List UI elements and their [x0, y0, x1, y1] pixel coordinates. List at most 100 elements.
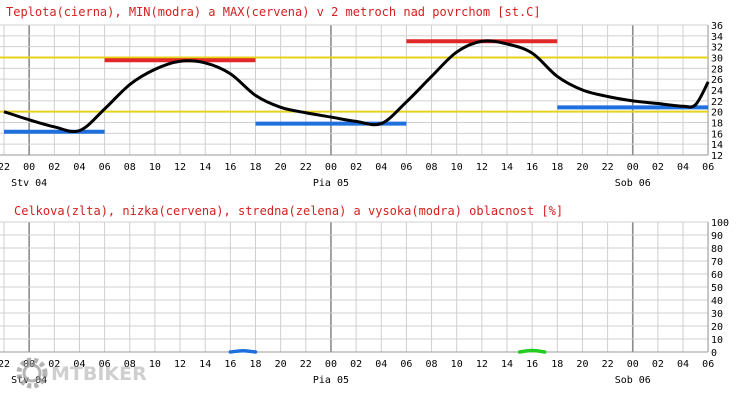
- x-tick-label: 08: [426, 359, 438, 370]
- x-tick-label: 08: [124, 359, 136, 370]
- x-tick-label: 22: [0, 359, 10, 370]
- temperature-chart-title: Teplota(cierna), MIN(modra) a MAX(cerven…: [6, 5, 541, 19]
- x-tick-label: 06: [400, 162, 412, 173]
- y-tick-label: 18: [711, 119, 723, 130]
- x-tick-label: 22: [602, 162, 614, 173]
- x-tick-label: 10: [149, 162, 161, 173]
- y-tick-label: 0: [711, 348, 717, 359]
- gear-icon: [16, 357, 48, 389]
- y-tick-label: 10: [711, 335, 723, 346]
- x-tick-label: 22: [300, 162, 312, 173]
- cloudiness-chart-title: Celkova(zlta), nizka(cervena), stredna(z…: [14, 204, 563, 218]
- y-tick-label: 70: [711, 257, 723, 268]
- x-tick-label: 18: [249, 162, 261, 173]
- x-tick-label: 14: [501, 162, 513, 173]
- x-tick-label: 14: [501, 359, 513, 370]
- day-label: Sob 06: [615, 178, 651, 189]
- y-tick-label: 80: [711, 244, 723, 255]
- temperature-grid: [0, 24, 709, 156]
- y-tick-label: 60: [711, 270, 723, 281]
- x-tick-label: 16: [224, 359, 236, 370]
- y-tick-label: 22: [711, 97, 723, 108]
- cloudiness-y-axis: 0 10 20 30 40 50 60 70 80 90 100: [711, 218, 729, 359]
- cloudiness-line-layer: [228, 348, 547, 354]
- x-tick-label: 22: [602, 359, 614, 370]
- y-tick-label: 100: [711, 218, 729, 229]
- temperature-chart: Teplota(cierna), MIN(modra) a MAX(cerven…: [0, 5, 723, 189]
- x-tick-label: 12: [476, 162, 488, 173]
- x-tick-label: 00: [325, 359, 337, 370]
- x-tick-label: 02: [652, 359, 664, 370]
- watermark-text: MTBIKER: [51, 363, 147, 385]
- watermark: MTBIKER: [16, 357, 147, 389]
- y-tick-label: 24: [711, 86, 723, 97]
- y-tick-label: 20: [711, 322, 723, 333]
- x-tick-label: 02: [350, 359, 362, 370]
- x-tick-label: 08: [426, 162, 438, 173]
- x-tick-label: 18: [551, 162, 563, 173]
- x-tick-label: 22: [300, 359, 312, 370]
- x-tick-label: 04: [677, 162, 689, 173]
- temperature-line-layer: [3, 39, 710, 134]
- x-tick-label: 10: [451, 359, 463, 370]
- x-tick-label: 14: [199, 359, 211, 370]
- x-tick-label: 06: [702, 359, 714, 370]
- x-tick-label: 16: [526, 162, 538, 173]
- x-tick-label: 10: [149, 359, 161, 370]
- x-tick-label: 12: [476, 359, 488, 370]
- x-tick-label: 12: [174, 162, 186, 173]
- y-tick-label: 36: [711, 21, 723, 32]
- day-label: Sob 06: [615, 375, 651, 386]
- x-tick-label: 10: [451, 162, 463, 173]
- x-tick-label: 02: [652, 162, 664, 173]
- y-tick-label: 90: [711, 231, 723, 242]
- x-tick-label: 00: [627, 162, 639, 173]
- y-tick-label: 50: [711, 283, 723, 294]
- x-tick-label: 16: [526, 359, 538, 370]
- y-tick-label: 32: [711, 43, 723, 54]
- x-tick-label: 20: [275, 359, 287, 370]
- x-tick-label: 00: [325, 162, 337, 173]
- x-tick-label: 22: [0, 162, 10, 173]
- x-tick-label: 06: [400, 359, 412, 370]
- x-tick-label: 06: [702, 162, 714, 173]
- cloudiness-chart: Celkova(zlta), nizka(cervena), stredna(z…: [0, 204, 729, 386]
- day-label: Pia 05: [313, 178, 349, 189]
- y-tick-label: 12: [711, 151, 723, 162]
- x-tick-label: 00: [23, 162, 35, 173]
- x-tick-label: 04: [375, 359, 387, 370]
- temperature-x-axis: 22 00 02 04 06 08 10 12 14 16 18 20 22 00 02 04 06 08 10 12…: [0, 162, 714, 189]
- x-tick-label: 06: [99, 162, 111, 173]
- y-tick-label: 26: [711, 75, 723, 86]
- x-tick-label: 06: [99, 359, 111, 370]
- x-tick-label: 02: [350, 162, 362, 173]
- y-tick-label: 20: [711, 108, 723, 119]
- x-tick-label: 20: [275, 162, 287, 173]
- y-tick-label: 16: [711, 129, 723, 140]
- y-tick-label: 40: [711, 296, 723, 307]
- y-tick-label: 30: [711, 54, 723, 65]
- cloudiness-grid: [0, 221, 709, 353]
- x-tick-label: 16: [224, 162, 236, 173]
- temperature-reference-lines: [0, 56, 708, 113]
- temperature-series-line: [3, 39, 710, 134]
- y-tick-label: 30: [711, 309, 723, 320]
- x-tick-label: 20: [576, 162, 588, 173]
- x-tick-label: 02: [48, 162, 60, 173]
- day-label: Pia 05: [313, 375, 349, 386]
- y-tick-label: 14: [711, 140, 723, 151]
- cloudiness-series-vysoka: [228, 348, 258, 354]
- day-label: Stv 04: [11, 178, 47, 189]
- x-tick-label: 14: [199, 162, 211, 173]
- x-tick-label: 04: [677, 359, 689, 370]
- x-tick-label: 12: [174, 359, 186, 370]
- x-tick-label: 04: [73, 359, 85, 370]
- x-tick-label: 04: [375, 162, 387, 173]
- x-tick-label: 04: [73, 162, 85, 173]
- x-tick-label: 08: [124, 162, 136, 173]
- cloudiness-series-stredna: [517, 348, 547, 354]
- x-tick-label: 00: [627, 359, 639, 370]
- y-tick-label: 34: [711, 32, 723, 43]
